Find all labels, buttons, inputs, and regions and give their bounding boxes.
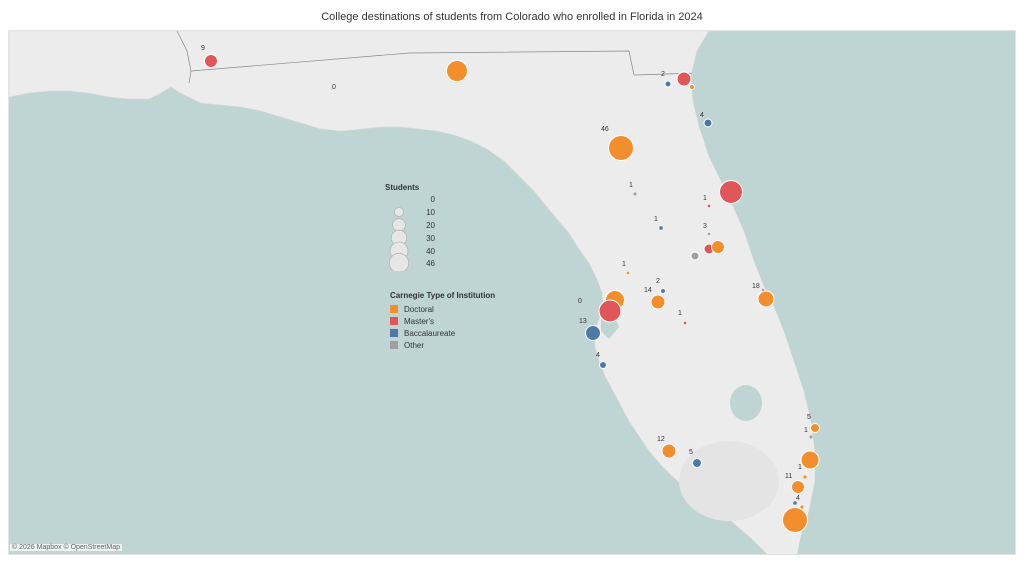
size-legend-label-20: 20 [426,221,435,230]
college-marker-doctoral[interactable] [810,423,820,433]
doctoral-swatch [390,305,398,313]
college-marker-baccalaureate[interactable] [792,500,798,506]
college-marker-doctoral[interactable] [661,443,677,459]
marker-count-label: 0 [332,84,336,91]
marker-count-label: 18 [752,283,760,290]
college-marker-doctoral[interactable] [711,240,725,254]
marker-count-label: 46 [601,126,609,133]
size-legend-circle-0 [398,198,400,200]
college-marker-other[interactable] [761,288,765,292]
marker-count-label: 1 [654,216,658,223]
baccalaureate-swatch [390,329,398,337]
college-marker-doctoral[interactable] [650,294,666,310]
college-marker-masters[interactable] [598,299,622,323]
size-legend-circles [389,198,409,271]
marker-count-label: 1 [678,310,682,317]
college-marker-other[interactable] [633,192,637,196]
marker-count-label: 4 [796,495,800,502]
size-legend-circle-10 [394,207,404,217]
college-marker-other[interactable] [707,232,711,236]
marker-count-label: 0 [578,298,582,305]
college-marker-baccalaureate[interactable] [660,288,666,294]
size-legend-label-0: 0 [430,195,435,204]
marker-count-label: 4 [700,112,704,119]
size-legend-circle-20 [392,218,406,232]
marker-count-label: 11 [785,473,792,480]
marker-count-label: 9 [201,45,205,52]
college-marker-doctoral[interactable] [446,60,468,82]
college-marker-other[interactable] [690,251,700,261]
doctoral-label: Doctoral [404,304,434,314]
marker-count-label: 13 [579,318,587,325]
masters-swatch [390,317,398,325]
college-marker-doctoral[interactable] [803,475,807,479]
college-marker-baccalaureate[interactable] [703,118,713,128]
color-legend-item-doctoral[interactable]: Doctoral [390,303,495,315]
college-marker-baccalaureate[interactable] [585,325,601,341]
color-legend-item-masters[interactable]: Master's [390,315,495,327]
college-marker-baccalaureate[interactable] [599,361,607,369]
college-marker-doctoral[interactable] [608,135,634,161]
college-marker-masters[interactable] [707,204,711,208]
college-marker-masters[interactable] [719,180,743,204]
color-legend-title: Carnegie Type of Institution [390,291,496,300]
marker-count-label: 5 [689,449,693,456]
college-marker-masters[interactable] [204,54,218,68]
size-legend-label-30: 30 [426,234,435,243]
college-marker-doctoral[interactable] [689,84,695,90]
college-marker-baccalaureate[interactable] [658,225,664,231]
marker-count-label: 14 [644,287,652,294]
college-marker-other[interactable] [809,435,813,439]
college-marker-other[interactable] [331,88,333,90]
size-legend-label-40: 40 [426,247,435,256]
marker-count-label: 1 [629,182,633,189]
marker-count-label: 1 [622,261,626,268]
everglades [679,441,779,521]
marker-count-label: 2 [656,278,660,285]
college-marker-doctoral[interactable] [782,507,808,533]
other-label: Other [404,340,425,350]
marker-count-label: 1 [703,195,707,202]
college-marker-doctoral[interactable] [791,480,805,494]
college-marker-other[interactable] [577,302,579,304]
baccalaureate-label: Baccalaureate [404,328,456,338]
college-marker-baccalaureate[interactable] [664,80,672,88]
marker-count-label: 4 [596,352,600,359]
marker-count-label: 2 [661,71,665,78]
college-marker-doctoral[interactable] [800,450,820,470]
marker-count-label: 12 [657,436,665,443]
map-attribution[interactable]: © 2026 Mapbox © OpenStreetMap [10,544,122,551]
college-marker-doctoral[interactable] [800,505,804,509]
college-marker-masters[interactable] [683,321,687,325]
marker-count-label: 1 [798,464,802,471]
map-title: College destinations of students from Co… [321,11,703,23]
masters-label: Master's [404,316,434,326]
size-legend-label-10: 10 [426,208,435,217]
size-legend-label-46: 46 [426,259,435,268]
college-marker-masters[interactable] [676,71,692,87]
color-legend: Carnegie Type of Institution Doctoral Ma… [390,291,495,351]
size-legend-circle-46 [389,253,409,271]
florida-map[interactable]: 9 0 2 4 46 1 1 1 3 1 14 2 1 0 18 13 4 5 1 12 5 1 11 4 [8,30,1016,555]
size-legend: Students 0 10 20 30 40 46 [385,183,435,273]
marker-count-label: 1 [804,427,808,434]
state-border [176,31,698,84]
college-marker-doctoral[interactable] [757,290,775,308]
color-legend-item-baccalaureate[interactable]: Baccalaureate [390,327,495,339]
color-legend-item-other[interactable]: Other [390,339,495,351]
college-marker-baccalaureate[interactable] [692,458,702,468]
other-swatch [390,341,398,349]
college-marker-doctoral[interactable] [626,271,630,275]
marker-count-label: 3 [703,223,707,230]
atlantic-water [691,31,1015,554]
size-legend-title: Students [385,183,420,192]
lake-okeechobee [730,385,762,421]
marker-count-label: 5 [807,414,811,421]
